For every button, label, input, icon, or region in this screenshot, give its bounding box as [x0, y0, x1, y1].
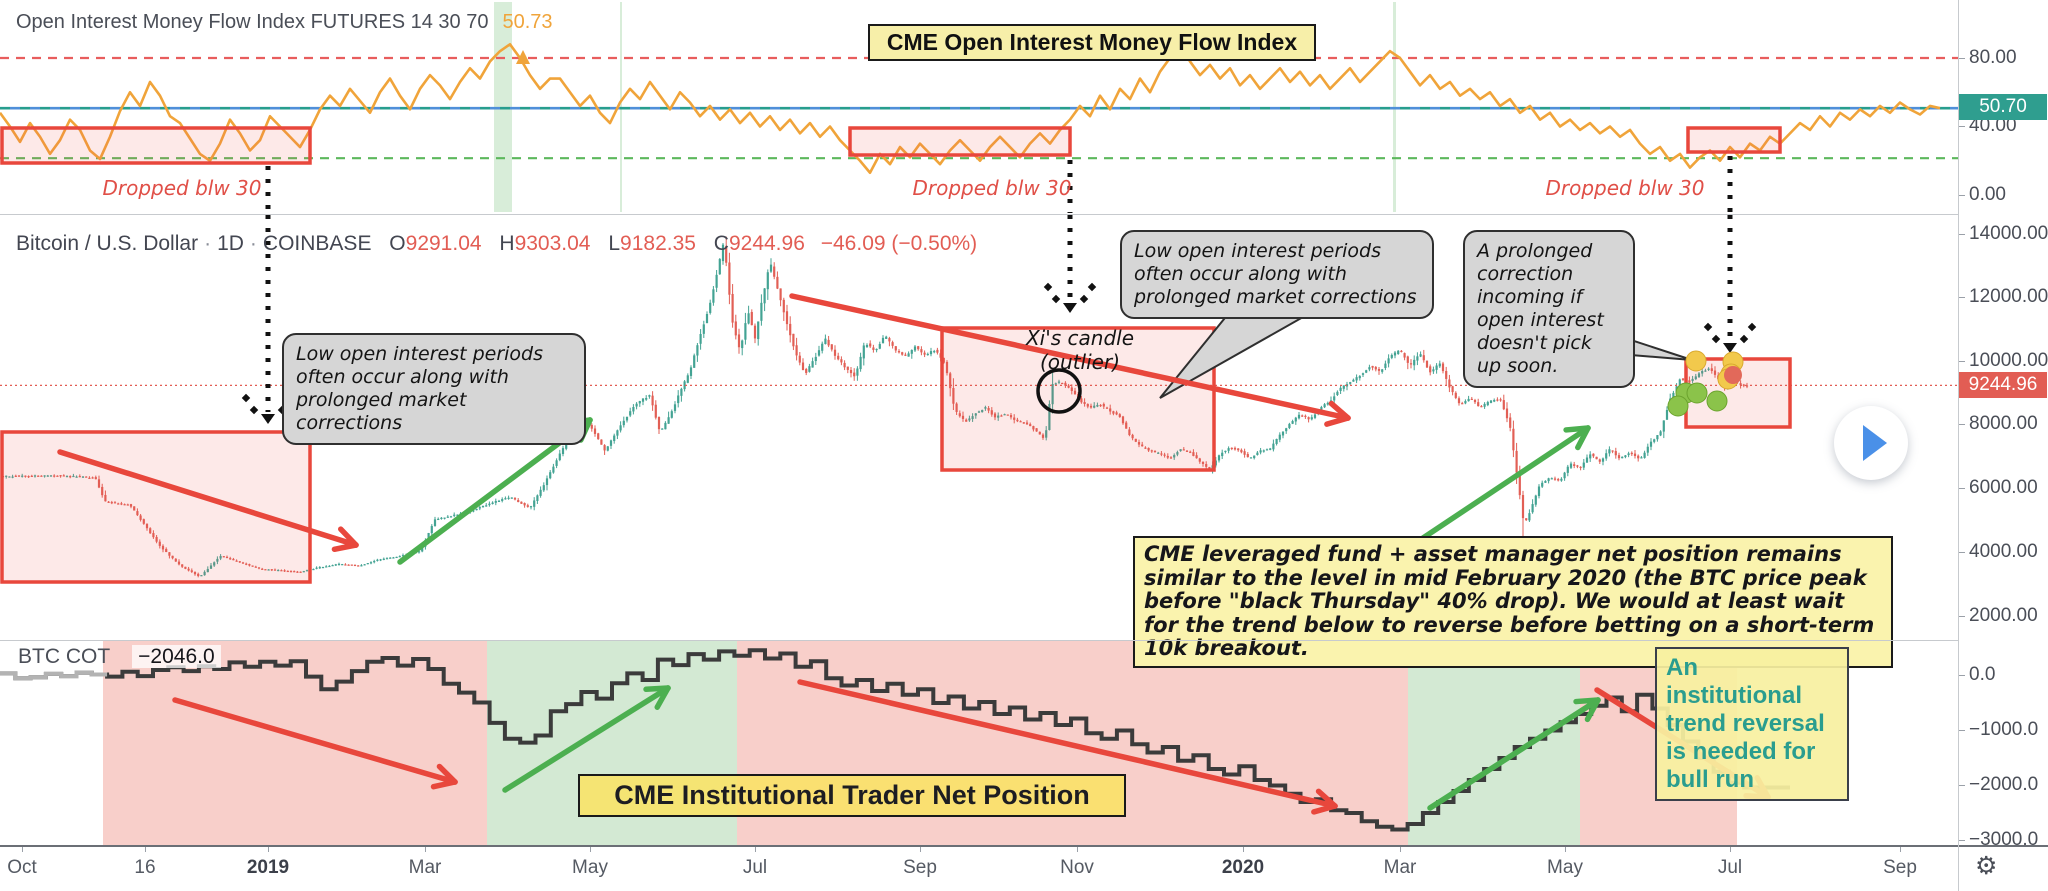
play-icon	[1863, 425, 1887, 461]
price-axis-tick: 8000.00	[1959, 413, 2038, 434]
cot-axis-tick: −3000.0	[1958, 829, 2039, 850]
dropped-blw-30-label-3: Dropped blw 30	[1545, 176, 1705, 200]
time-axis-label: 16	[134, 857, 156, 878]
timeframe[interactable]: 1D	[217, 232, 244, 255]
exchange: COINBASE	[262, 232, 372, 255]
cme-leveraged-note: CME leveraged fund + asset manager net p…	[1133, 536, 1893, 668]
cme-oi-title-box: CME Open Interest Money Flow Index	[868, 24, 1316, 61]
trade-marker-green	[1706, 390, 1728, 412]
close-value: 9244.96	[728, 232, 805, 255]
callout-low-open-interest-2: Low open interest periods often occur al…	[1120, 230, 1434, 319]
osc-value-badge: 50.70	[1959, 94, 2047, 120]
time-axis-label: Oct	[7, 857, 37, 878]
regime-band-red	[103, 641, 487, 845]
oscillator-value: 50.73	[502, 11, 553, 33]
pane-separator[interactable]	[0, 640, 1958, 641]
time-axis[interactable]: Oct 16 2019 Mar May Jul Sep Nov 2020 Mar May Jul Sep	[0, 845, 2048, 891]
trade-marker-red	[1724, 366, 1742, 384]
price-axis-tick: 2000.00	[1959, 605, 2038, 626]
osc-axis-tick: 40.00	[1959, 115, 2017, 136]
high-label: H	[499, 232, 515, 255]
cot-header: BTC COT −2046.0	[18, 645, 221, 669]
cot-label: BTC COT	[18, 645, 111, 668]
low-value: 9182.35	[620, 232, 696, 255]
high-value: 9303.04	[514, 232, 591, 255]
price-value-badge: 9244.96	[1959, 372, 2047, 398]
price-scale[interactable]: 80.00 40.00 0.00 14000.00 12000.00 10000.00 80…	[1958, 0, 2048, 850]
cot-axis-tick: 0.0	[1958, 664, 1996, 685]
pane-separator[interactable]	[0, 214, 1958, 215]
change-value: −46.09 (−0.50%)	[820, 232, 978, 255]
symbol-name[interactable]: Bitcoin / U.S. Dollar	[16, 232, 199, 255]
time-axis-label: Sep	[1883, 857, 1917, 878]
open-value: 9291.04	[405, 232, 482, 255]
callout-prolonged-correction: A prolonged correction incoming if open …	[1463, 230, 1635, 388]
osc-arrow-marker	[516, 50, 530, 64]
close-label: C	[713, 232, 729, 255]
cot-banner: CME Institutional Trader Net Position	[578, 774, 1126, 817]
time-axis-label: Nov	[1060, 857, 1094, 878]
price-axis-tick: 10000.00	[1958, 350, 2048, 371]
low-label: L	[608, 232, 621, 255]
price-header: Bitcoin / U.S. Dollar · 1D · COINBASE O9291.…	[16, 232, 978, 255]
time-axis-label: 2019	[246, 857, 290, 878]
time-axis-label: 2020	[1221, 857, 1265, 878]
trade-marker-yellow	[1685, 350, 1707, 372]
trade-marker-green	[1667, 395, 1689, 417]
price-axis-tick: 14000.00	[1958, 223, 2048, 244]
time-axis-label: Mar	[408, 857, 442, 878]
time-axis-label: Sep	[903, 857, 937, 878]
cot-step-line-gray	[0, 670, 108, 681]
oscillator-line	[0, 42, 1941, 175]
price-axis-tick: 6000.00	[1959, 477, 2038, 498]
time-axis-label: Mar	[1383, 857, 1417, 878]
oscillator-pane[interactable]	[0, 0, 1958, 214]
osc-axis-tick: 0.00	[1959, 184, 2006, 205]
price-axis-tick: 12000.00	[1958, 286, 2048, 307]
cot-value: −2046.0	[132, 645, 221, 668]
oscillator-title: Open Interest Money Flow Index FUTURES 1…	[16, 11, 489, 33]
time-axis-label: May	[1547, 857, 1583, 878]
play-button[interactable]	[1834, 406, 1908, 480]
xi-candle-label: Xi's candle (outlier)	[1025, 326, 1135, 374]
institutional-reversal-note: An institutional trend reversal is neede…	[1655, 647, 1849, 801]
open-label: O	[389, 232, 406, 255]
dropped-blw-30-label-1: Dropped blw 30	[102, 176, 262, 200]
cot-axis-tick: −1000.0	[1958, 719, 2039, 740]
cot-axis-tick: −2000.0	[1958, 774, 2039, 795]
time-axis-label: May	[572, 857, 608, 878]
time-axis-label: Jul	[1717, 857, 1743, 878]
dropped-blw-30-label-2: Dropped blw 30	[912, 176, 1072, 200]
time-axis-label: Jul	[742, 857, 768, 878]
osc-axis-tick: 80.00	[1959, 47, 2017, 68]
settings-gear-icon[interactable]: ⚙	[1975, 852, 1998, 880]
xi-candle-circle	[1036, 368, 1082, 414]
callout-low-open-interest-1: Low open interest periods often occur al…	[282, 333, 586, 445]
oscillator-header: Open Interest Money Flow Index FUTURES 1…	[16, 11, 553, 34]
trade-marker-green	[1686, 382, 1708, 404]
price-axis-tick: 4000.00	[1959, 541, 2038, 562]
